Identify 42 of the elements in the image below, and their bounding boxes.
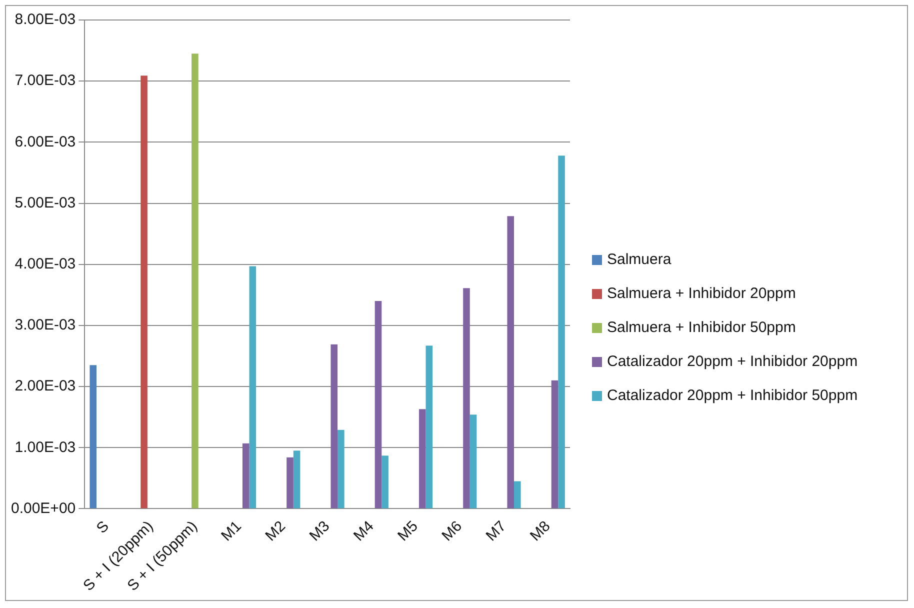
x-tick-label: M4 [350,518,378,545]
y-tick-label: 8.00E-03 [14,11,76,28]
bar [249,266,256,508]
legend-label: Catalizador 20ppm + Inhibidor 50ppm [607,386,858,406]
legend-label: Catalizador 20ppm + Inhibidor 20ppm [607,352,858,372]
bar [382,456,388,508]
bar [426,346,433,508]
y-tick-label: 6.00E-03 [14,133,76,150]
y-tick-label: 7.00E-03 [14,72,76,90]
bar [507,216,514,508]
bar [514,481,521,508]
x-tick-label: M6 [438,518,466,545]
x-tick-label: S [93,518,112,537]
legend-label: Salmuera + Inhibidor 50ppm [607,318,796,338]
bar [463,288,470,508]
x-tick-label: M8 [526,518,554,545]
bar [470,414,477,508]
bar [374,301,382,508]
y-tick-label: 4.00E-03 [14,256,76,272]
bar [551,380,558,508]
bar [293,450,300,508]
bar [140,76,148,508]
bar [558,156,565,508]
x-tick-label: M7 [482,518,510,545]
x-tick-label: M3 [306,518,334,545]
bar [192,54,198,508]
x-tick-label: M1 [218,518,245,545]
bar [242,443,250,508]
y-tick-label: 0.00E+00 [10,500,76,517]
y-tick-label: 2.00E-03 [14,378,76,395]
bar [418,409,426,508]
y-tick-label: 1.00E-03 [14,438,76,456]
legend-label: Salmuera + Inhibidor 20ppm [607,284,796,304]
bar [338,430,344,508]
y-tick-label: 5.00E-03 [14,194,76,212]
bar [286,457,294,508]
x-tick-label: M2 [262,518,289,545]
bar [330,344,338,508]
legend-label: Salmuera [607,250,672,270]
x-tick-label: M5 [394,518,422,545]
bar [90,365,97,508]
y-tick-label: 3.00E-03 [14,316,76,334]
